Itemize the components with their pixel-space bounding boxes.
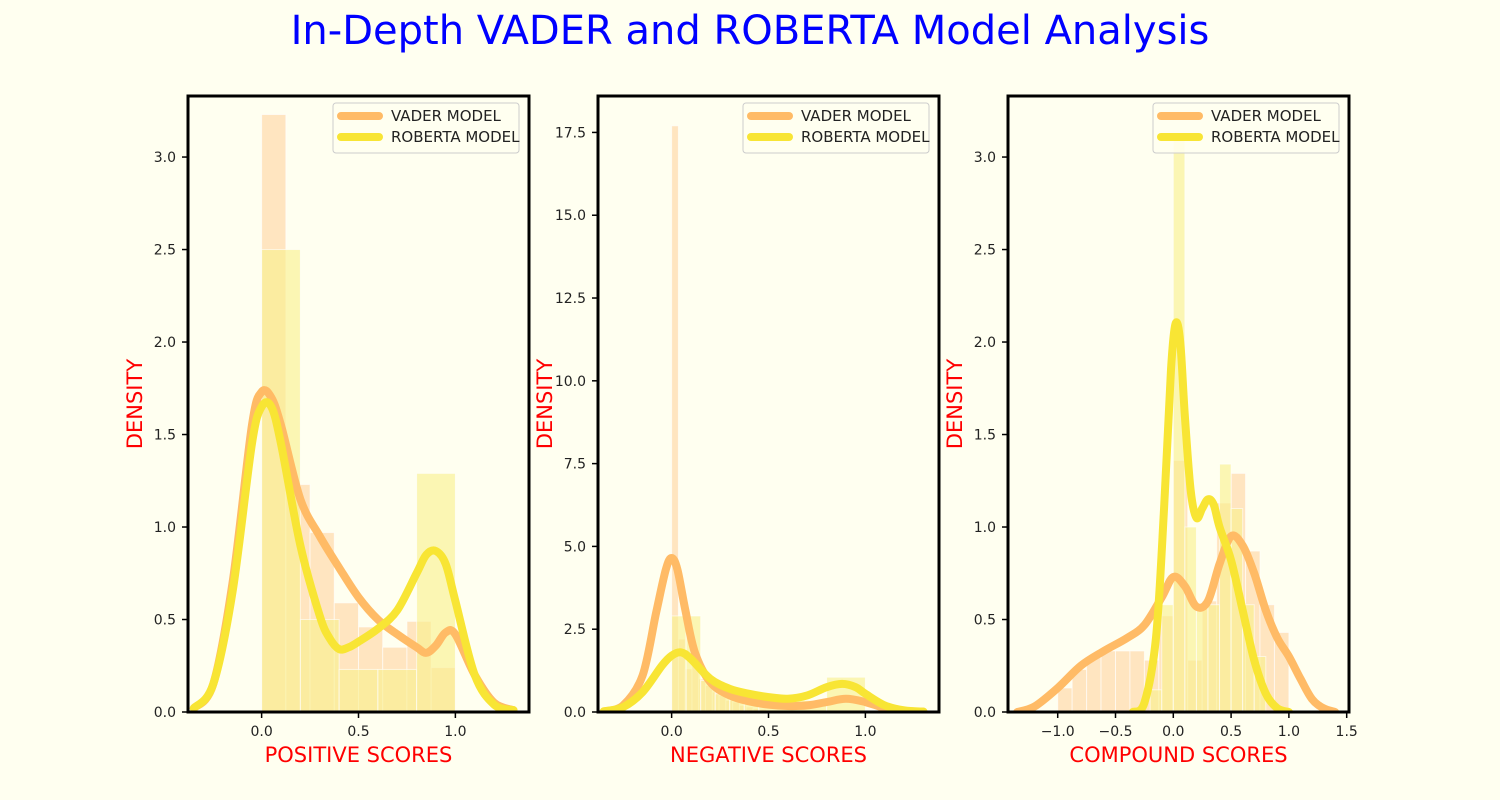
chart-title: In-Depth VADER and ROBERTA Model Analysi… [290,8,1210,54]
plot-frame [596,94,941,714]
subplot-3: −1.0 −0.5 0.0 0.5 1.0 1.5 0.0 0.5 1.0 1.5 2.0 2.5 3.… [943,94,1358,767]
x-tick-label: 0.0 [660,724,682,740]
x-axis-label: POSITIVE SCORES [265,743,453,767]
y-tick-label: 0.5 [154,613,176,629]
roberta-hist-bar [299,619,340,712]
roberta-hist-bar [1149,689,1163,712]
vader-hist-bar [1057,687,1073,712]
y-tick-label: 1.0 [154,520,176,536]
y-tick-label: 3.0 [974,150,996,166]
vader-hist-bar [1100,650,1117,712]
y-tick-label: 10.0 [555,374,586,390]
roberta-hist-bar [671,615,687,712]
roberta-hist-bar [1195,604,1209,712]
y-tick-label: 1.5 [154,428,176,444]
roberta-kde-line [599,648,928,712]
roberta-hist-bar [1184,526,1197,712]
x-tick-label: 0.5 [757,724,779,740]
y-axis-label: DENSITY [533,359,557,449]
subplot-2: 0.0 0.5 1.0 0.0 2.5 5.0 7.5 10.0 12.5 15.0 17.5 NEG… [533,94,941,767]
x-tick-label: 0.5 [1220,724,1242,740]
roberta-hist-bar [338,668,379,712]
legend: VADER MODEL ROBERTA MODEL [1152,102,1340,154]
roberta-hist-bar [1207,604,1221,712]
vader-kde-line [1013,531,1340,712]
y-tick-label: 2.0 [154,335,176,351]
x-tick-label: 1.0 [1278,724,1300,740]
vader-legend-label: VADER MODEL [801,107,912,125]
x-tick-label: 1.0 [854,724,876,740]
vader-legend-label: VADER MODEL [391,107,502,125]
x-tick-label: 0.0 [250,724,272,740]
y-tick-label: 0.0 [564,705,586,721]
y-tick-label: 1.0 [974,520,996,536]
subplot-1: 0.0 0.5 1.0 0.0 0.5 1.0 1.5 2.0 2.5 3.0 POSITIVE S… [123,94,531,767]
y-tick-label: 0.0 [154,705,176,721]
y-tick-label: 2.5 [974,243,996,259]
y-tick-label: 2.0 [974,335,996,351]
roberta-legend-label: ROBERTA MODEL [1211,128,1340,146]
plot-frame [1006,94,1351,714]
x-tick-label: −1.0 [1041,724,1075,740]
vader-hist-bar [1115,650,1131,712]
y-tick-label: 2.5 [564,622,586,638]
y-axis-label: DENSITY [123,359,147,449]
x-tick-label: 1.0 [444,724,466,740]
x-tick-label: −0.5 [1099,724,1133,740]
y-tick-label: 1.5 [974,428,996,444]
x-tick-label: 1.5 [1336,724,1358,740]
legend: VADER MODEL ROBERTA MODEL [742,102,930,154]
roberta-legend-label: ROBERTA MODEL [391,128,520,146]
y-tick-label: 5.0 [564,539,586,555]
roberta-hist-bar [377,668,418,712]
x-axis-label: COMPOUND SCORES [1069,743,1287,767]
x-axis-label: NEGATIVE SCORES [670,743,867,767]
y-axis-label: DENSITY [943,359,967,449]
vader-legend-label: VADER MODEL [1211,107,1322,125]
roberta-hist-bar [416,472,456,712]
y-tick-label: 12.5 [555,291,586,307]
x-tick-label: 0.0 [1162,724,1184,740]
roberta-kde-line [1128,318,1293,712]
plot-area [1013,138,1340,712]
roberta-kde-line [189,398,518,712]
y-tick-label: 15.0 [555,208,586,224]
roberta-legend-label: ROBERTA MODEL [801,128,930,146]
y-tick-label: 3.0 [154,150,176,166]
y-tick-label: 0.0 [974,705,996,721]
legend: VADER MODEL ROBERTA MODEL [332,102,520,154]
y-tick-label: 2.5 [154,243,176,259]
plot-area [599,125,928,712]
roberta-hist-bar [1161,604,1174,712]
roberta-hist-bar [1219,463,1232,712]
y-tick-label: 17.5 [555,125,586,141]
plot-area [189,113,518,712]
vader-kde-line [599,554,928,712]
y-tick-label: 0.5 [974,613,996,629]
y-tick-label: 7.5 [564,457,586,473]
x-tick-label: 0.5 [347,724,369,740]
